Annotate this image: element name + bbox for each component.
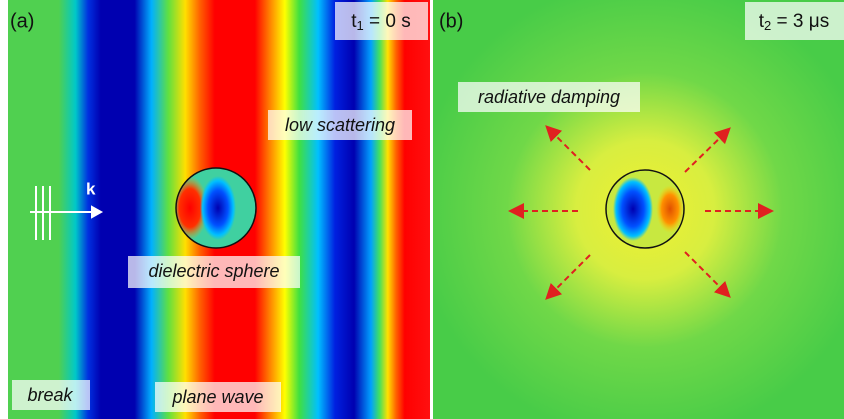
panel-label: (a)	[10, 10, 34, 32]
radiation-arrows	[508, 125, 774, 300]
annotation: radiative damping	[478, 87, 620, 107]
wave-arrow	[30, 186, 104, 240]
sphere-field	[606, 170, 684, 248]
panel-a: k (a) t1 = 0 s low scattering dielectric…	[8, 0, 430, 419]
label-box	[155, 382, 281, 412]
annotation: break	[27, 385, 73, 405]
label-box	[745, 2, 844, 40]
sphere-outline	[605, 169, 685, 249]
sphere-field	[176, 168, 256, 248]
panel-label: (b)	[439, 10, 463, 32]
label-box	[128, 256, 300, 288]
panel-b: (b) t2 = 3 μs radiative damping	[433, 0, 844, 419]
sphere-outline	[175, 167, 257, 249]
label-box	[335, 2, 428, 40]
time-label: t1 = 0 s	[351, 11, 411, 33]
annotation: plane wave	[171, 387, 263, 407]
label-box	[12, 380, 90, 410]
wave-vector: k	[86, 179, 96, 198]
annotation: dielectric sphere	[148, 261, 279, 281]
label-box	[268, 110, 412, 140]
annotation: low scattering	[285, 115, 395, 135]
label-box	[458, 82, 640, 112]
time-label: t2 = 3 μs	[759, 11, 829, 33]
